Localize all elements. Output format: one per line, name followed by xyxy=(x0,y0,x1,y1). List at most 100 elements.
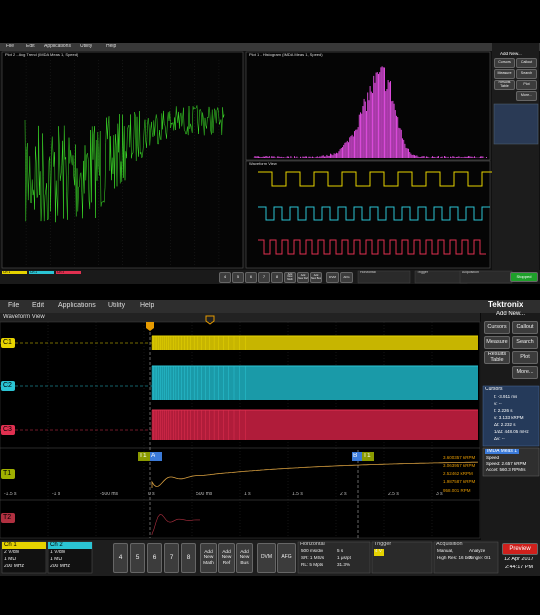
histogram-bar xyxy=(326,154,328,158)
histogram-bar xyxy=(462,157,463,158)
slot-button[interactable]: 8 xyxy=(181,543,196,573)
button[interactable]: Results Table xyxy=(494,80,515,90)
time-label: 500 ms xyxy=(196,492,213,497)
histogram-bar xyxy=(418,157,420,158)
histogram-bar xyxy=(324,156,325,158)
histogram-bar xyxy=(361,113,363,158)
histogram-bar xyxy=(290,156,292,158)
histogram-bar xyxy=(421,156,423,158)
button[interactable]: Search xyxy=(512,336,538,349)
histogram-bar xyxy=(286,156,288,158)
button[interactable]: Search xyxy=(516,69,537,79)
trigger-indicator xyxy=(374,549,384,556)
slot-button[interactable]: 4 xyxy=(113,543,128,573)
button[interactable]: Results Table xyxy=(484,351,510,364)
add-button[interactable]: Add New Math xyxy=(200,543,217,573)
marker-tag xyxy=(150,452,162,461)
histogram-bar xyxy=(480,156,481,158)
button[interactable]: Callout xyxy=(516,58,537,68)
tool-button[interactable]: DVM xyxy=(326,272,339,283)
group-box xyxy=(297,541,371,574)
slot-button[interactable]: 7 xyxy=(258,272,270,283)
histogram-bar xyxy=(288,156,289,158)
button[interactable]: Plot xyxy=(516,80,537,90)
marker-label: A xyxy=(151,453,156,459)
tool-button[interactable]: DVM xyxy=(257,543,276,573)
channel-strip xyxy=(56,271,81,274)
button[interactable]: Cursors xyxy=(484,321,510,334)
histogram-bar xyxy=(392,100,394,158)
channel-strip xyxy=(2,542,46,549)
histogram-bar xyxy=(334,153,336,158)
histogram-bar xyxy=(427,156,429,158)
slot-button[interactable]: 5 xyxy=(232,272,244,283)
trend-trace xyxy=(24,105,225,223)
channel-setting: 1 V/div xyxy=(50,550,66,555)
histogram-bar xyxy=(351,134,353,158)
channel-setting: 200 MHz xyxy=(4,564,25,569)
slot-button[interactable]: 6 xyxy=(147,543,162,573)
histogram-bar xyxy=(478,157,480,158)
preview-button[interactable]: Preview xyxy=(502,543,538,555)
histogram-bar xyxy=(343,144,345,158)
time-label: 1 s xyxy=(244,492,251,497)
button[interactable]: Measure xyxy=(494,69,515,79)
histogram-bar xyxy=(336,152,337,158)
add-button[interactable]: Add New Bus xyxy=(310,272,322,283)
histogram-bar xyxy=(306,156,307,158)
cursor-panel xyxy=(482,385,540,447)
add-button[interactable]: Add New Ref xyxy=(297,272,309,283)
time: 2:44:17 PM xyxy=(505,565,534,570)
histogram-bar xyxy=(342,147,343,158)
button[interactable]: Cursors xyxy=(494,58,515,68)
group-setting: 5 s xyxy=(337,549,344,553)
add-button[interactable]: Add New Ref xyxy=(218,543,235,573)
histogram-bar xyxy=(262,156,264,158)
histogram-bar xyxy=(355,129,357,158)
button[interactable]: Plot xyxy=(512,351,538,364)
button[interactable]: More... xyxy=(512,366,538,379)
histogram-bar xyxy=(312,156,313,158)
cursor-readout: Δv: -- xyxy=(494,437,505,441)
add-button[interactable]: Add New Bus xyxy=(236,543,253,573)
axis-value: 958.001 RPM xyxy=(443,489,471,493)
slot-button[interactable]: 4 xyxy=(219,272,231,283)
histogram-bar xyxy=(451,157,453,158)
button[interactable]: Callout xyxy=(512,321,538,334)
slot-button[interactable]: 6 xyxy=(245,272,257,283)
menu-item: File xyxy=(6,44,15,49)
channel-setting: 1 MΩ xyxy=(50,557,63,562)
histogram-bar xyxy=(388,82,390,158)
histogram-bar xyxy=(362,106,364,158)
cursor-readout: v: 3.133 kRPM xyxy=(494,416,524,420)
slot-button[interactable]: 7 xyxy=(164,543,179,573)
slot-button[interactable]: 5 xyxy=(130,543,145,573)
histogram-bar xyxy=(486,157,487,158)
histogram-bar xyxy=(367,92,369,158)
histogram-bar xyxy=(481,156,483,158)
add-button[interactable]: Add New Math xyxy=(284,272,296,283)
histogram-bar xyxy=(268,156,270,158)
histogram-bar xyxy=(468,156,469,158)
time-label: 2 s xyxy=(340,492,347,497)
button[interactable]: Measure xyxy=(484,336,510,349)
digital-trace xyxy=(258,206,490,221)
histogram-bar xyxy=(410,153,412,158)
slot-button[interactable]: 8 xyxy=(271,272,283,283)
histogram-bar xyxy=(471,156,473,158)
histogram-bar xyxy=(254,156,256,158)
histogram-bar xyxy=(259,156,261,158)
histogram-bar xyxy=(364,101,366,158)
histogram-bar xyxy=(438,156,439,158)
status[interactable]: Stopped xyxy=(510,272,538,282)
histogram-bar xyxy=(271,156,273,158)
button[interactable]: More... xyxy=(516,91,537,101)
cursor-readout: t: 2.226 s xyxy=(494,409,513,413)
meas-readout: Accel: 560.3 RPM/s xyxy=(486,468,526,472)
group-box xyxy=(371,541,433,574)
histogram-bar xyxy=(282,157,283,158)
histogram-bar xyxy=(376,72,378,158)
tool-button[interactable]: AFG xyxy=(340,272,353,283)
histogram-bar xyxy=(409,151,411,158)
tool-button[interactable]: AFG xyxy=(277,543,296,573)
